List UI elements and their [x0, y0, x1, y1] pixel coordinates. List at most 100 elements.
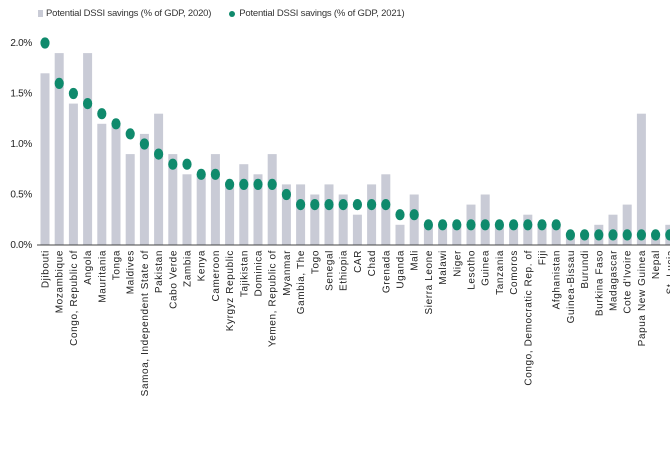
x-tick-label: Maldives — [126, 250, 137, 294]
bar-2020 — [182, 174, 192, 245]
bar-2020 — [97, 123, 107, 245]
dot-2021 — [466, 219, 476, 231]
x-tick-label: Chad — [367, 250, 378, 276]
dot-2021 — [537, 219, 547, 231]
dot-2021 — [395, 209, 405, 221]
bar-2020 — [154, 113, 164, 245]
dot-2021 — [267, 178, 277, 190]
bar-2020 — [551, 224, 561, 245]
bar-2020 — [296, 184, 306, 245]
dot-2021 — [565, 229, 576, 241]
y-tick-label: 1.0% — [10, 139, 32, 150]
bar-2020 — [338, 194, 348, 245]
bar-2020 — [452, 224, 462, 245]
dot-2021 — [324, 199, 334, 211]
x-tick-label: Congo, Democratic Rep. of — [523, 250, 534, 386]
x-tick-label: Angola — [83, 250, 94, 285]
bar-2020 — [54, 53, 64, 245]
x-tick-label: Cabo Verde — [168, 250, 179, 309]
x-tick-label: Mauritania — [97, 250, 108, 303]
x-tick-label: Kenya — [197, 250, 208, 281]
bar-2020 — [352, 214, 362, 245]
legend-swatch-dot — [229, 10, 236, 17]
x-tick-label: Kyrgyz Republic — [225, 250, 236, 331]
bar-2020 — [438, 224, 448, 245]
dot-2021 — [168, 158, 178, 170]
dot-2021 — [352, 199, 362, 211]
x-tick-label: Senegal — [325, 250, 336, 291]
x-tick-label: Burkina Faso — [594, 250, 605, 316]
x-tick-label: St. Lucia — [665, 250, 670, 294]
dot-2021 — [608, 229, 618, 241]
bar-2020 — [125, 154, 135, 245]
dot-2021 — [97, 108, 107, 120]
bar-2020 — [225, 184, 235, 245]
x-tick-label: Tanzania — [495, 250, 506, 295]
bar-2020 — [395, 224, 405, 245]
x-tick-label: Tonga — [112, 250, 123, 280]
bar-2020 — [253, 174, 263, 245]
x-tick-label: Tajikistan — [239, 250, 250, 297]
dot-2021 — [182, 158, 192, 170]
x-tick-label: Congo, Republic of — [69, 250, 80, 346]
dot-2021 — [281, 188, 291, 201]
x-tick-label: Afghanistan — [552, 250, 563, 309]
bar-2020 — [239, 164, 249, 245]
x-tick-label: Togo — [310, 250, 321, 274]
dot-2021 — [580, 229, 590, 241]
x-tick-label: Papua New Guinea — [637, 250, 648, 346]
legend-item-2020: Potential DSSI savings (% of GDP, 2020) — [38, 8, 211, 19]
x-tick-label: Sierra Leone — [424, 250, 435, 314]
dot-2021 — [125, 128, 135, 140]
x-tick-label: Zambia — [183, 250, 194, 287]
y-tick-label: 0.5% — [10, 190, 32, 201]
bar-2020 — [196, 174, 206, 245]
x-tick-label: Comoros — [509, 250, 520, 295]
dot-2021 — [111, 118, 121, 130]
dot-2021 — [480, 219, 490, 231]
bar-2020 — [281, 184, 291, 245]
dot-2021 — [139, 138, 149, 150]
dot-2021 — [367, 199, 377, 211]
dot-2021 — [523, 219, 533, 231]
bar-2020 — [367, 184, 377, 245]
legend-label-2021: Potential DSSI savings (% of GDP, 2021) — [239, 8, 405, 19]
dot-2021 — [154, 148, 164, 160]
dot-2021 — [239, 178, 249, 190]
x-tick-label: Grenada — [381, 250, 392, 293]
legend-item-2021: Potential DSSI savings (% of GDP, 2021) — [229, 8, 405, 19]
legend-label-2020: Potential DSSI savings (% of GDP, 2020) — [46, 8, 212, 19]
y-tick-label: 2.0% — [10, 38, 32, 49]
bar-2020 — [111, 123, 121, 245]
x-tick-label: Nepal — [651, 250, 662, 279]
bar-2020 — [324, 184, 334, 245]
bar-2020 — [636, 113, 646, 245]
dot-2021 — [68, 87, 78, 100]
dot-2021 — [310, 199, 320, 211]
y-tick-label: 1.5% — [10, 89, 32, 100]
x-tick-label: Samoa, Independent State of — [140, 250, 151, 396]
x-tick-label: Cote d'Ivoire — [623, 250, 634, 314]
dot-2021 — [338, 199, 348, 211]
x-tick-label: Guinea-Bissau — [566, 250, 577, 323]
dot-2021 — [409, 209, 419, 221]
dot-2021 — [665, 229, 670, 241]
dot-2021 — [40, 37, 50, 49]
bar-2020 — [423, 224, 433, 245]
dot-2021 — [622, 229, 632, 241]
x-tick-label: CAR — [353, 250, 364, 273]
bar-2020 — [509, 224, 519, 245]
bar-2020 — [40, 73, 50, 245]
bar-2020 — [83, 53, 93, 245]
bar-2020 — [267, 154, 277, 245]
dot-2021 — [253, 178, 263, 190]
chart-legend: Potential DSSI savings (% of GDP, 2020) … — [38, 8, 422, 19]
x-tick-label: Niger — [452, 250, 463, 277]
x-tick-label: Yemen, Republic of — [268, 250, 279, 347]
x-tick-label: Mali — [410, 250, 421, 271]
dot-2021 — [296, 199, 306, 211]
x-tick-label: Pakistan — [154, 250, 165, 293]
x-tick-label: Cameroon — [211, 250, 222, 302]
dot-2021 — [438, 219, 448, 231]
